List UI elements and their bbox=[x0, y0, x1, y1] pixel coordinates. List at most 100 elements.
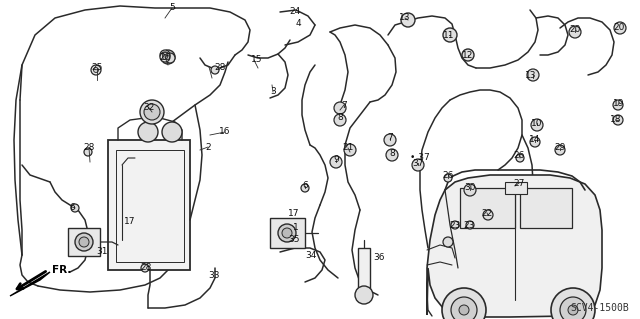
Circle shape bbox=[568, 305, 578, 315]
Text: 1: 1 bbox=[293, 224, 299, 233]
Circle shape bbox=[444, 174, 452, 182]
Text: 9: 9 bbox=[333, 155, 339, 165]
Circle shape bbox=[282, 228, 292, 238]
Circle shape bbox=[211, 66, 219, 74]
Text: 25: 25 bbox=[92, 63, 102, 72]
Text: 8: 8 bbox=[389, 149, 395, 158]
Polygon shape bbox=[10, 272, 50, 296]
Text: 26: 26 bbox=[159, 53, 171, 62]
Circle shape bbox=[443, 28, 457, 42]
Text: 24: 24 bbox=[289, 8, 301, 17]
Text: 8: 8 bbox=[337, 114, 343, 122]
Text: 10: 10 bbox=[531, 118, 543, 128]
Text: 14: 14 bbox=[529, 136, 541, 145]
Circle shape bbox=[401, 13, 415, 27]
Circle shape bbox=[144, 104, 160, 120]
Circle shape bbox=[451, 297, 477, 319]
Text: 5: 5 bbox=[169, 4, 175, 12]
Circle shape bbox=[531, 119, 543, 131]
Bar bbox=[358, 248, 370, 298]
Text: SCV4-1500B: SCV4-1500B bbox=[570, 303, 628, 313]
Circle shape bbox=[141, 264, 149, 272]
Circle shape bbox=[165, 53, 175, 63]
Text: 26: 26 bbox=[513, 151, 525, 160]
Text: FR.: FR. bbox=[52, 265, 72, 275]
Text: 3: 3 bbox=[270, 87, 276, 97]
Text: 26: 26 bbox=[442, 170, 454, 180]
Polygon shape bbox=[68, 228, 100, 256]
Text: 16: 16 bbox=[220, 128, 231, 137]
Circle shape bbox=[301, 184, 309, 192]
Text: 31: 31 bbox=[96, 248, 108, 256]
Circle shape bbox=[560, 297, 586, 319]
Text: 2: 2 bbox=[205, 143, 211, 152]
Text: 29: 29 bbox=[554, 144, 566, 152]
Circle shape bbox=[442, 288, 486, 319]
Circle shape bbox=[79, 237, 89, 247]
Text: 18: 18 bbox=[611, 115, 621, 124]
Circle shape bbox=[384, 134, 396, 146]
Circle shape bbox=[93, 68, 99, 72]
Circle shape bbox=[466, 221, 474, 229]
Polygon shape bbox=[270, 218, 305, 248]
Bar bbox=[460, 188, 515, 228]
Circle shape bbox=[163, 53, 168, 57]
Circle shape bbox=[330, 156, 342, 168]
Text: 34: 34 bbox=[305, 250, 317, 259]
Text: 6: 6 bbox=[69, 203, 75, 211]
Text: 7: 7 bbox=[387, 133, 393, 143]
Text: 22: 22 bbox=[481, 209, 493, 218]
Circle shape bbox=[613, 100, 623, 110]
Text: 4: 4 bbox=[295, 19, 301, 27]
Text: 28: 28 bbox=[214, 63, 226, 71]
Circle shape bbox=[160, 50, 170, 60]
Text: 27: 27 bbox=[513, 179, 525, 188]
Polygon shape bbox=[108, 140, 190, 270]
Text: 37: 37 bbox=[412, 159, 424, 167]
Circle shape bbox=[459, 305, 469, 315]
Text: • 37: • 37 bbox=[410, 152, 429, 161]
Circle shape bbox=[334, 102, 346, 114]
Circle shape bbox=[278, 224, 296, 242]
Text: 35: 35 bbox=[288, 235, 300, 244]
Text: 23: 23 bbox=[463, 220, 475, 229]
Text: 33: 33 bbox=[208, 271, 220, 279]
Circle shape bbox=[516, 154, 524, 162]
Circle shape bbox=[71, 204, 79, 212]
Circle shape bbox=[355, 286, 373, 304]
Circle shape bbox=[84, 148, 92, 156]
Circle shape bbox=[138, 122, 158, 142]
Polygon shape bbox=[427, 175, 602, 317]
Circle shape bbox=[91, 65, 101, 75]
Circle shape bbox=[569, 26, 581, 38]
Circle shape bbox=[160, 52, 170, 62]
Text: 36: 36 bbox=[373, 253, 385, 262]
Text: 19: 19 bbox=[613, 99, 625, 108]
Text: 17: 17 bbox=[124, 218, 136, 226]
Text: 21: 21 bbox=[342, 144, 354, 152]
Text: 28: 28 bbox=[83, 144, 95, 152]
Circle shape bbox=[462, 49, 474, 61]
Circle shape bbox=[555, 145, 565, 155]
Text: 32: 32 bbox=[143, 103, 155, 113]
Circle shape bbox=[412, 159, 424, 171]
Text: 13: 13 bbox=[525, 70, 537, 79]
Text: 13: 13 bbox=[399, 13, 411, 23]
Text: 12: 12 bbox=[462, 50, 474, 60]
Circle shape bbox=[464, 184, 476, 196]
Text: 20: 20 bbox=[613, 24, 625, 33]
Circle shape bbox=[527, 69, 539, 81]
Circle shape bbox=[162, 122, 182, 142]
Text: 20: 20 bbox=[570, 26, 580, 34]
Circle shape bbox=[161, 50, 175, 64]
Text: 11: 11 bbox=[444, 31, 455, 40]
Text: 28: 28 bbox=[140, 263, 152, 272]
Circle shape bbox=[344, 144, 356, 156]
Text: 17: 17 bbox=[288, 209, 300, 218]
Circle shape bbox=[530, 137, 540, 147]
Circle shape bbox=[483, 210, 493, 220]
Text: 6: 6 bbox=[302, 182, 308, 190]
Circle shape bbox=[613, 115, 623, 125]
Circle shape bbox=[443, 237, 453, 247]
Circle shape bbox=[614, 22, 626, 34]
